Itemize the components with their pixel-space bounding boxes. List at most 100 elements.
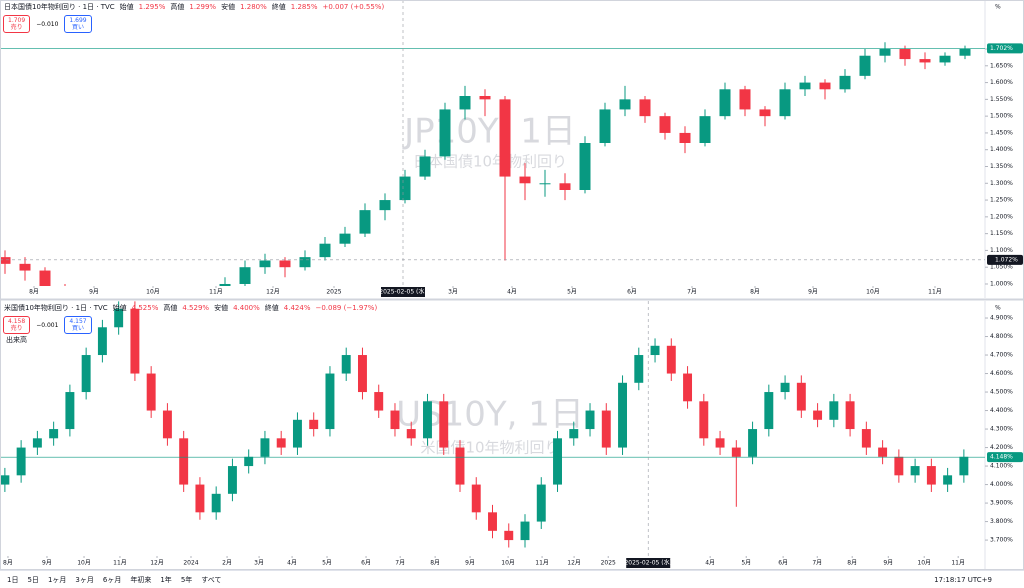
title: 日本国債10年物利回り · 1日 · TVC — [4, 3, 115, 11]
candle-body — [439, 401, 449, 448]
legend-value: 4.424% — [283, 304, 311, 312]
candle-body — [299, 257, 311, 268]
candle-body — [618, 382, 628, 448]
sell-button[interactable]: 1.709 売り — [3, 15, 31, 33]
candle-body — [599, 109, 611, 143]
y-tick-label: 1.100% — [990, 247, 1013, 254]
y-tick-label: 4.600% — [990, 370, 1013, 377]
y-tick-label: 1.300% — [990, 180, 1013, 187]
range-button[interactable]: 6ヶ月 — [102, 575, 122, 584]
candle-body — [731, 447, 741, 457]
legend-label: 高値 — [170, 3, 185, 11]
x-tick-label: 7月 — [687, 289, 697, 296]
range-button[interactable]: 3ヶ月 — [75, 575, 94, 584]
trade-buttons: 1.709 売り −0.010 1.699 買い — [3, 15, 92, 33]
last-price-label: 4.148% — [990, 454, 1013, 461]
candle-body — [459, 96, 471, 110]
candle-body — [130, 308, 140, 374]
legend-value: 1.285% — [290, 3, 318, 11]
legend-value: 1.295% — [138, 3, 166, 11]
y-tick-label: 3.900% — [990, 500, 1013, 507]
range-button[interactable]: 1日 — [7, 575, 19, 584]
candle-body — [520, 521, 530, 541]
candle-body — [0, 475, 10, 485]
y-tick-label: 1.400% — [990, 146, 1013, 153]
candle-body — [939, 55, 951, 63]
candle-body — [0, 257, 11, 264]
x-tick-label: 11月 — [113, 560, 127, 567]
candle-body — [339, 233, 351, 244]
candle-body — [539, 183, 551, 185]
y-tick-label: 4.200% — [990, 444, 1013, 451]
candle-body — [959, 456, 969, 476]
x-tick-label: 11月 — [951, 560, 965, 567]
candle-body — [659, 116, 671, 133]
crosshair-price: 1.072% — [995, 256, 1018, 263]
range-button[interactable]: 5日 — [27, 575, 39, 584]
candle-body — [211, 493, 221, 513]
price: 1.699 — [69, 17, 87, 24]
buy-button[interactable]: 4.157 買い — [64, 316, 92, 334]
candle-body — [780, 382, 790, 393]
candle-body — [259, 260, 271, 268]
x-tick-label: 6月 — [361, 560, 371, 567]
x-tick-label: 9月 — [42, 560, 52, 567]
y-tick-label: 4.000% — [990, 481, 1013, 488]
change: +0.007 (+0.55%) — [322, 3, 385, 11]
candle-body — [878, 447, 888, 457]
x-tick-label: 10月 — [501, 560, 515, 567]
x-tick-label: 9月 — [808, 289, 818, 296]
spread: −0.001 — [36, 321, 59, 329]
candle-body — [845, 401, 855, 430]
title: 米国債10年物利回り · 1日 · TVC — [4, 304, 108, 312]
candle-body — [601, 410, 611, 448]
range-button[interactable]: すべて — [201, 575, 222, 584]
x-tick-label: 2024 — [183, 560, 198, 567]
candle-body — [715, 438, 725, 448]
range-button[interactable]: 1ヶ月 — [47, 575, 67, 584]
candle-body — [839, 75, 851, 90]
candle-body — [471, 484, 481, 513]
candle-body — [260, 438, 270, 457]
volume-label: 出来高 — [6, 336, 27, 344]
candle-body — [81, 355, 91, 393]
y-tick-label: 4.500% — [990, 389, 1013, 396]
candle-body — [943, 475, 953, 485]
range-button[interactable]: 年初来 — [130, 575, 152, 584]
candle-body — [341, 355, 351, 374]
candle-body — [455, 447, 465, 485]
x-tick-label: 2月 — [222, 560, 232, 567]
legend-label: 安値 — [214, 304, 229, 312]
legend-value: 4.529% — [182, 304, 210, 312]
y-tick-label: 1.200% — [990, 213, 1013, 220]
candle-body — [16, 447, 26, 476]
range-button[interactable]: 5年 — [180, 575, 193, 584]
candle-body — [49, 429, 59, 439]
candle-body — [859, 55, 871, 76]
watermark-sub: 日本国債10年物利回り — [413, 153, 567, 171]
candle-body — [162, 410, 172, 439]
panel-header: 米国債10年物利回り · 1日 · TVC 始値 4.525% 高値 4.529% 安値 4… — [4, 303, 377, 313]
buy-button[interactable]: 1.699 買い — [64, 15, 92, 33]
candle-body — [650, 345, 660, 356]
candle-body — [829, 401, 839, 420]
candle-body — [879, 49, 891, 56]
crosshair-date: 2025-02-05 (水) — [624, 559, 671, 567]
candle-body — [32, 438, 42, 448]
axis-unit: % — [995, 4, 1001, 11]
x-tick-label: 11月 — [535, 560, 549, 567]
crosshair-date-tag — [381, 287, 425, 297]
x-tick-label: 7月 — [812, 560, 822, 567]
sell-button[interactable]: 4.158 売り — [3, 316, 31, 334]
label: 買い — [71, 24, 84, 31]
x-tick-label: 5月 — [322, 560, 332, 567]
range-button[interactable]: 1年 — [160, 575, 172, 584]
candle-body — [813, 410, 823, 420]
price: 1.709 — [8, 17, 26, 24]
y-tick-label: 4.100% — [990, 463, 1013, 470]
candle-body — [926, 466, 936, 485]
x-tick-label: 12月 — [567, 560, 581, 567]
label: 売り — [10, 325, 23, 332]
candle-body — [748, 429, 758, 457]
x-tick-label: 8月 — [847, 560, 857, 567]
